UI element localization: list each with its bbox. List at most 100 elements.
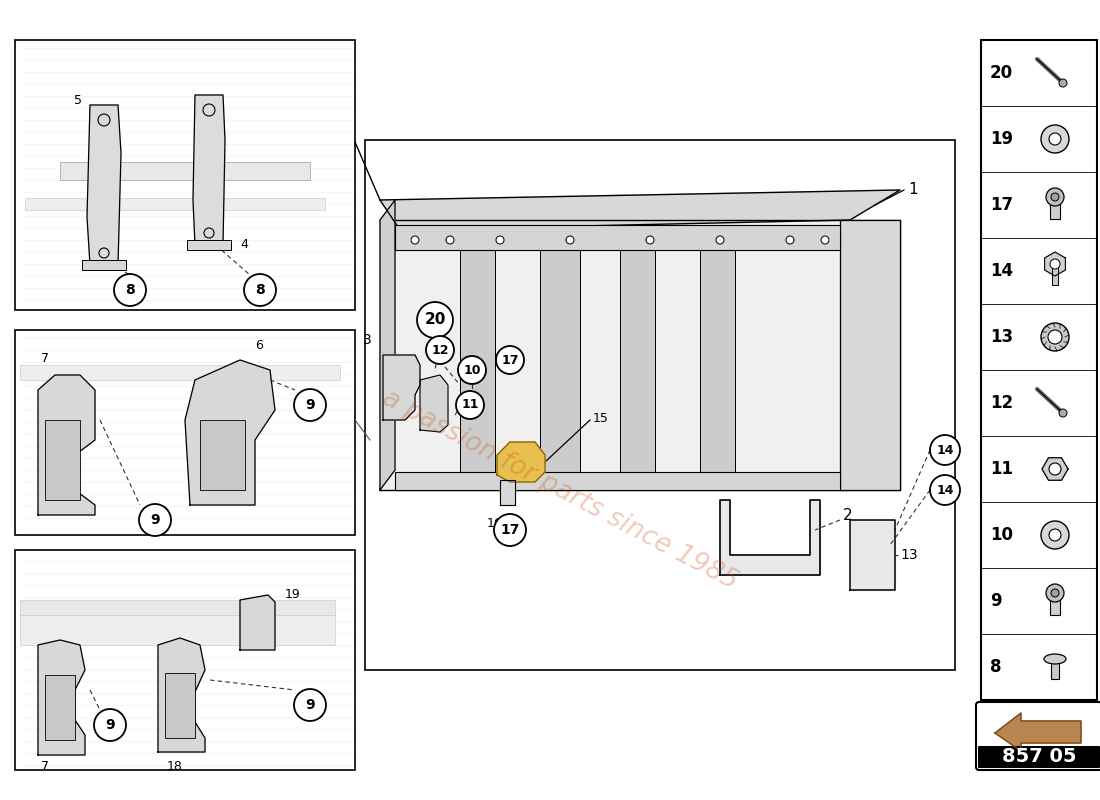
Ellipse shape xyxy=(1044,654,1066,664)
Polygon shape xyxy=(1045,252,1066,276)
FancyBboxPatch shape xyxy=(1050,197,1060,219)
FancyBboxPatch shape xyxy=(465,475,490,490)
Text: 8: 8 xyxy=(990,658,1001,676)
Circle shape xyxy=(417,302,453,338)
Circle shape xyxy=(114,274,146,306)
Circle shape xyxy=(1050,193,1059,201)
Text: 15: 15 xyxy=(593,411,609,425)
FancyBboxPatch shape xyxy=(700,230,735,480)
FancyBboxPatch shape xyxy=(460,230,495,480)
FancyBboxPatch shape xyxy=(540,230,580,480)
Polygon shape xyxy=(87,105,121,265)
FancyBboxPatch shape xyxy=(1050,657,1059,679)
Text: 12: 12 xyxy=(990,394,1013,412)
Circle shape xyxy=(786,236,794,244)
Text: 18: 18 xyxy=(167,760,183,773)
Polygon shape xyxy=(379,200,395,490)
Polygon shape xyxy=(720,500,820,575)
Circle shape xyxy=(458,356,486,384)
Polygon shape xyxy=(240,595,275,650)
Circle shape xyxy=(1048,330,1062,344)
Text: 9: 9 xyxy=(151,513,160,527)
FancyBboxPatch shape xyxy=(165,673,195,738)
Text: 14: 14 xyxy=(990,262,1013,280)
FancyBboxPatch shape xyxy=(15,40,355,310)
FancyBboxPatch shape xyxy=(187,240,231,250)
FancyBboxPatch shape xyxy=(20,365,340,380)
FancyBboxPatch shape xyxy=(20,615,336,645)
FancyBboxPatch shape xyxy=(544,475,575,490)
Polygon shape xyxy=(840,220,900,490)
Text: 6: 6 xyxy=(255,339,263,352)
FancyBboxPatch shape xyxy=(60,162,310,180)
Text: 10: 10 xyxy=(990,526,1013,544)
Circle shape xyxy=(716,236,724,244)
Text: 11: 11 xyxy=(990,460,1013,478)
Text: 8: 8 xyxy=(255,283,265,297)
Circle shape xyxy=(1050,589,1059,597)
Polygon shape xyxy=(1042,458,1068,480)
Polygon shape xyxy=(383,355,420,420)
Circle shape xyxy=(1049,529,1061,541)
Circle shape xyxy=(1059,79,1067,87)
Text: 7: 7 xyxy=(41,352,50,365)
Text: 9: 9 xyxy=(106,718,114,732)
Text: 19: 19 xyxy=(990,130,1013,148)
FancyBboxPatch shape xyxy=(15,550,355,770)
Text: 13: 13 xyxy=(990,328,1013,346)
Polygon shape xyxy=(185,360,275,505)
Text: 9: 9 xyxy=(990,592,1002,610)
Circle shape xyxy=(821,236,829,244)
Text: 8: 8 xyxy=(125,283,135,297)
Circle shape xyxy=(1041,521,1069,549)
Circle shape xyxy=(446,236,454,244)
Circle shape xyxy=(294,389,326,421)
Circle shape xyxy=(1041,323,1069,351)
Text: a passion for parts since 1985: a passion for parts since 1985 xyxy=(378,385,742,595)
FancyBboxPatch shape xyxy=(20,600,336,615)
FancyBboxPatch shape xyxy=(705,475,730,490)
Circle shape xyxy=(1046,188,1064,206)
Text: 19: 19 xyxy=(285,589,300,602)
FancyBboxPatch shape xyxy=(1050,593,1060,615)
Polygon shape xyxy=(497,442,544,482)
FancyBboxPatch shape xyxy=(25,198,324,210)
Text: 1: 1 xyxy=(908,182,917,198)
Text: 17: 17 xyxy=(500,523,519,537)
Circle shape xyxy=(94,709,126,741)
Circle shape xyxy=(1059,409,1067,417)
Text: 17: 17 xyxy=(502,354,519,366)
FancyBboxPatch shape xyxy=(45,420,80,500)
Circle shape xyxy=(456,391,484,419)
Circle shape xyxy=(1050,259,1060,269)
Polygon shape xyxy=(379,220,900,490)
Text: 10: 10 xyxy=(463,363,481,377)
Polygon shape xyxy=(420,375,448,432)
FancyBboxPatch shape xyxy=(395,472,840,490)
FancyBboxPatch shape xyxy=(976,702,1100,770)
Text: 16: 16 xyxy=(487,517,503,530)
Circle shape xyxy=(930,475,960,505)
Circle shape xyxy=(1041,125,1069,153)
FancyBboxPatch shape xyxy=(1052,267,1058,285)
Text: 9: 9 xyxy=(305,698,315,712)
Circle shape xyxy=(646,236,654,244)
Text: 12: 12 xyxy=(431,343,449,357)
FancyBboxPatch shape xyxy=(45,675,75,740)
Text: 17: 17 xyxy=(990,196,1013,214)
Circle shape xyxy=(566,236,574,244)
Circle shape xyxy=(244,274,276,306)
Circle shape xyxy=(930,435,960,465)
FancyBboxPatch shape xyxy=(200,420,245,490)
Text: 20: 20 xyxy=(990,64,1013,82)
FancyBboxPatch shape xyxy=(620,230,654,480)
Circle shape xyxy=(1049,463,1061,475)
Polygon shape xyxy=(379,190,900,230)
Polygon shape xyxy=(192,95,226,245)
Polygon shape xyxy=(850,520,895,590)
Polygon shape xyxy=(996,713,1081,751)
Circle shape xyxy=(494,514,526,546)
Circle shape xyxy=(139,504,170,536)
FancyBboxPatch shape xyxy=(82,260,126,270)
Text: 9: 9 xyxy=(305,398,315,412)
